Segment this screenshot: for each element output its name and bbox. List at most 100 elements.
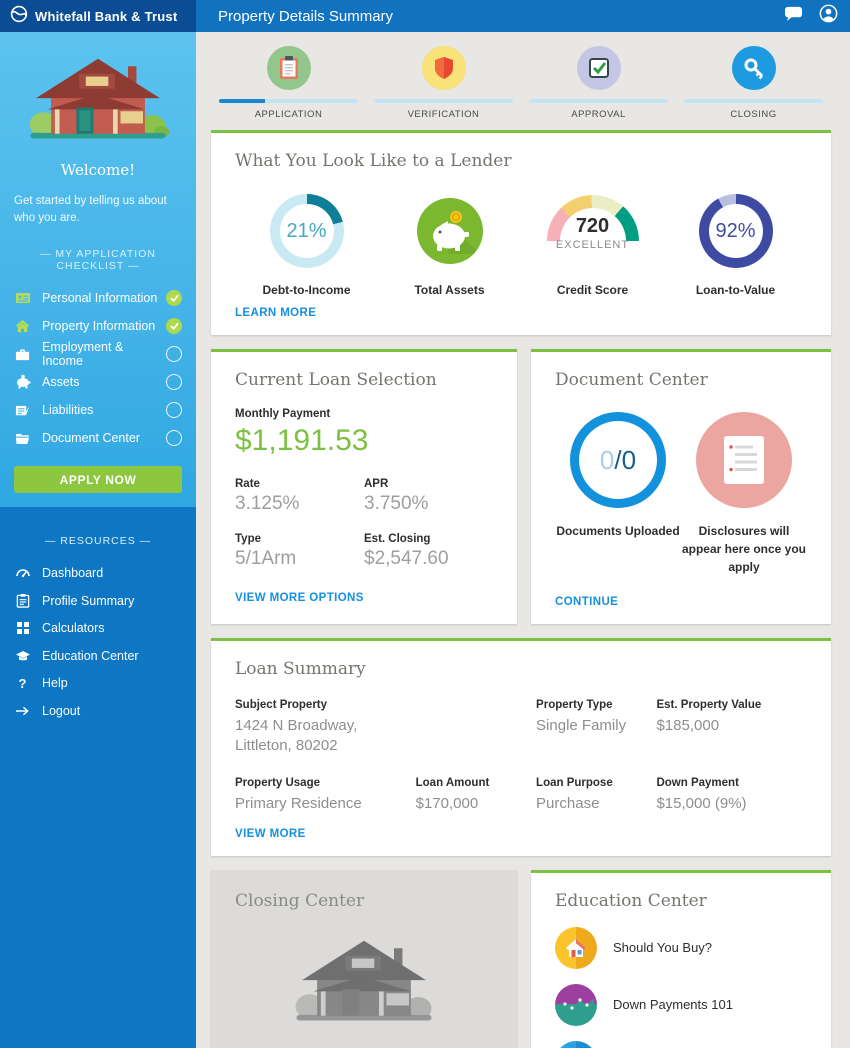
est-property-value-field: Est. Property Value $185,000 bbox=[656, 699, 762, 734]
application-checklist: Personal Information Property Informatio… bbox=[14, 284, 182, 452]
metric-credit-score: 720 EXCELLENT Credit Score bbox=[521, 191, 664, 297]
house-icon bbox=[14, 318, 31, 335]
loan-summary-card: Loan Summary Subject Property 1424 N Bro… bbox=[211, 638, 831, 856]
loan-amount-field: Loan Amount $170,000 bbox=[415, 776, 490, 812]
checklist-item-property-information[interactable]: Property Information bbox=[14, 312, 182, 340]
apr-field: APR 3.750% bbox=[364, 478, 429, 514]
step-verification[interactable]: VERIFICATION bbox=[366, 40, 521, 120]
brand-name: Whitefall Bank & Trust bbox=[35, 8, 178, 24]
checklist-item-personal-information[interactable]: Personal Information bbox=[14, 284, 182, 312]
loan-to-value-donut: 92% bbox=[698, 194, 773, 268]
property-type-field: Property Type Single Family bbox=[536, 699, 627, 734]
chat-icon[interactable] bbox=[784, 5, 803, 27]
loan-purpose-field: Loan Purpose Purchase bbox=[536, 776, 613, 812]
step-progress-bar bbox=[683, 99, 824, 103]
key-icon bbox=[731, 46, 776, 90]
step-approval[interactable]: APPROVAL bbox=[521, 40, 676, 120]
checklist-heading: — MY APPLICATION CHECKLIST — bbox=[40, 248, 156, 273]
progress-steps: APPLICATION VERIFICATION APPROVAL bbox=[211, 40, 831, 120]
ledger-icon bbox=[14, 402, 31, 419]
clipboard-icon bbox=[14, 592, 31, 609]
welcome-title: Welcome! bbox=[60, 161, 136, 179]
lender-card: What You Look Like to a Lender 21% Debt-… bbox=[211, 130, 831, 335]
education-item-should-you-buy[interactable]: Should You Buy? bbox=[555, 926, 807, 969]
education-item-down-payments-101[interactable]: Down Payments 101 bbox=[555, 983, 807, 1026]
checkbox-icon bbox=[576, 46, 621, 90]
step-progress-bar bbox=[528, 99, 669, 103]
bank-logo-icon bbox=[10, 5, 28, 28]
learn-more-link[interactable]: LEARN MORE bbox=[235, 307, 317, 319]
metric-debt-to-income: 21% Debt-to-Income bbox=[235, 191, 378, 297]
sidebar-item-profile-summary[interactable]: Profile Summary bbox=[14, 587, 182, 615]
loan-card-title: Current Loan Selection bbox=[235, 370, 437, 390]
checklist-item-document-center[interactable]: Document Center bbox=[14, 424, 182, 452]
folder-icon bbox=[14, 430, 31, 447]
sidebar-item-education-center[interactable]: Education Center bbox=[14, 642, 182, 670]
document-card-title: Document Center bbox=[555, 370, 708, 390]
current-loan-card: Current Loan Selection Monthly Payment $… bbox=[211, 349, 517, 624]
sidebar-item-logout[interactable]: Logout bbox=[14, 697, 182, 725]
check-circle-icon bbox=[166, 290, 182, 307]
house-icon bbox=[555, 926, 597, 969]
summary-card-title: Loan Summary bbox=[235, 659, 366, 679]
closing-center-card: Closing Center bbox=[211, 869, 517, 1048]
sidebar-item-help[interactable]: ? Help bbox=[14, 669, 182, 697]
view-more-link[interactable]: VIEW MORE bbox=[235, 827, 306, 840]
question-icon: ? bbox=[18, 675, 27, 691]
gauge-icon bbox=[14, 565, 31, 582]
type-field: Type 5/1Arm bbox=[235, 533, 297, 569]
empty-cell bbox=[416, 699, 536, 757]
documents-count: 0/0 bbox=[599, 444, 637, 475]
metric-loan-to-value: 92% Loan-to-Value bbox=[664, 191, 807, 297]
chart-icon bbox=[555, 983, 597, 1026]
empty-circle-icon bbox=[166, 430, 182, 447]
credit-score-gauge: 720 EXCELLENT bbox=[545, 195, 641, 287]
sidebar-item-calculators[interactable]: Calculators bbox=[14, 614, 182, 642]
down-payment-field: Down Payment $15,000 (9%) bbox=[656, 776, 747, 812]
main-content: APPLICATION VERIFICATION APPROVAL bbox=[196, 32, 850, 1048]
resources-heading: — RESOURCES — bbox=[44, 535, 152, 548]
step-application[interactable]: APPLICATION bbox=[211, 40, 366, 120]
piggy-bank-icon bbox=[416, 198, 483, 264]
empty-circle-icon bbox=[166, 346, 182, 363]
checklist-item-liabilities[interactable]: Liabilities bbox=[14, 396, 182, 424]
education-item-improve-credit-score[interactable]: Improve Your Credit Score bbox=[555, 1040, 807, 1048]
id-card-icon bbox=[14, 290, 31, 307]
resources-section: — RESOURCES — Dashboard Profile Summary bbox=[0, 507, 196, 1048]
checklist-item-employment-income[interactable]: Employment & Income bbox=[14, 340, 182, 368]
education-card-title: Education Center bbox=[555, 890, 707, 911]
piggy-bank-icon bbox=[14, 374, 31, 391]
step-closing[interactable]: CLOSING bbox=[676, 40, 831, 120]
grid-icon bbox=[14, 620, 31, 637]
apply-now-button[interactable]: APPLY NOW bbox=[14, 466, 182, 494]
view-more-options-link[interactable]: VIEW MORE OPTIONS bbox=[235, 592, 364, 604]
document-center-card: Document Center 0/0 Documents Uploaded bbox=[531, 349, 831, 624]
checklist-item-assets[interactable]: Assets bbox=[14, 368, 182, 396]
brand-header: Whitefall Bank & Trust bbox=[0, 0, 196, 32]
rate-field: Rate 3.125% bbox=[235, 478, 300, 514]
documents-uploaded-ring: 0/0 bbox=[570, 412, 666, 508]
debt-to-income-donut: 21% bbox=[269, 194, 344, 268]
disclosures-document-icon bbox=[696, 412, 792, 508]
closing-card-title: Closing Center bbox=[235, 890, 365, 911]
sidebar-item-dashboard[interactable]: Dashboard bbox=[14, 559, 182, 587]
monthly-payment-value: $1,191.53 bbox=[235, 424, 369, 457]
clipboard-icon bbox=[266, 46, 311, 90]
account-icon[interactable] bbox=[819, 4, 838, 28]
graduation-cap-icon bbox=[14, 647, 31, 664]
briefcase-icon bbox=[14, 346, 31, 363]
step-progress-bar bbox=[373, 99, 514, 103]
sidebar: Welcome! Get started by telling us about… bbox=[0, 32, 196, 1048]
subject-property-field: Subject Property 1424 N Broadway, Littlet… bbox=[235, 699, 358, 755]
metric-total-assets: Total Assets bbox=[378, 191, 521, 297]
arrow-right-icon bbox=[14, 702, 31, 719]
continue-link[interactable]: CONTINUE bbox=[555, 596, 619, 608]
suitcase-icon bbox=[555, 1040, 597, 1048]
page-title: Property Details Summary bbox=[218, 7, 394, 25]
top-bar: Whitefall Bank & Trust Property Details … bbox=[0, 0, 850, 32]
monthly-payment-label: Monthly Payment bbox=[235, 408, 331, 420]
welcome-text: Get started by telling us about who you … bbox=[14, 195, 167, 224]
locked-house-illustration bbox=[235, 911, 493, 1048]
title-bar: Property Details Summary bbox=[196, 0, 850, 32]
